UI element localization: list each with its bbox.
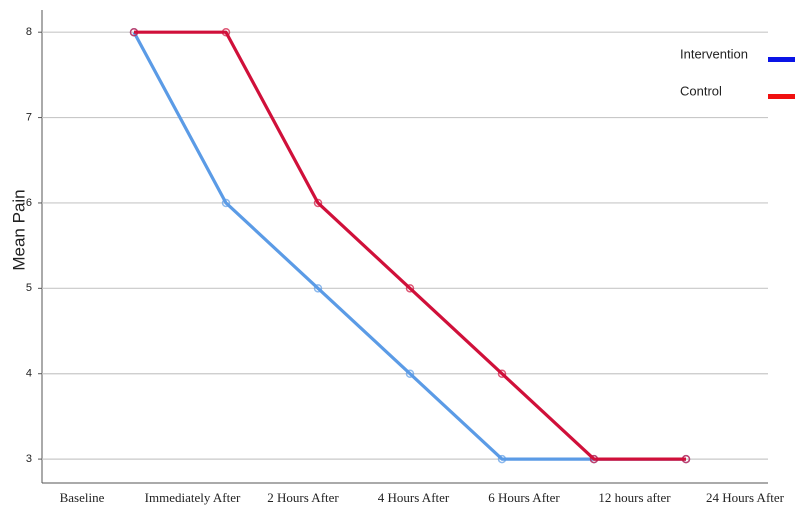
series-line (132, 31, 686, 461)
y-tick-label: 7 (26, 111, 32, 123)
x-tick-label: 12 hours after (598, 490, 671, 505)
y-tick-label: 6 (26, 197, 32, 209)
y-axis-label: Mean Pain (9, 189, 28, 270)
x-tick-label: 2 Hours After (267, 490, 339, 505)
point (129, 27, 139, 37)
point (405, 369, 415, 378)
legend-label: Intervention (680, 46, 748, 61)
y-tick-label: 8 (26, 26, 32, 38)
x-tick-label: Baseline (60, 490, 105, 505)
y-tick-label: 4 (26, 368, 32, 380)
point (405, 284, 415, 293)
x-tick-label: Immediately After (145, 490, 241, 505)
x-tick-label: 4 Hours After (378, 490, 450, 505)
legend-swatch (768, 94, 795, 99)
point (497, 454, 507, 464)
point (221, 27, 231, 37)
x-tick-label: 24 Hours After (706, 490, 785, 505)
point (497, 369, 507, 378)
x-tick-label: 6 Hours After (488, 490, 560, 505)
point (681, 454, 691, 464)
point (589, 454, 599, 464)
point (313, 284, 323, 293)
legend-swatch (768, 57, 795, 62)
series-line (134, 30, 686, 461)
y-tick-label: 3 (26, 453, 32, 465)
point (313, 198, 323, 208)
legend-label: Control (680, 83, 722, 98)
point (221, 198, 231, 208)
y-tick-label: 5 (26, 282, 32, 294)
